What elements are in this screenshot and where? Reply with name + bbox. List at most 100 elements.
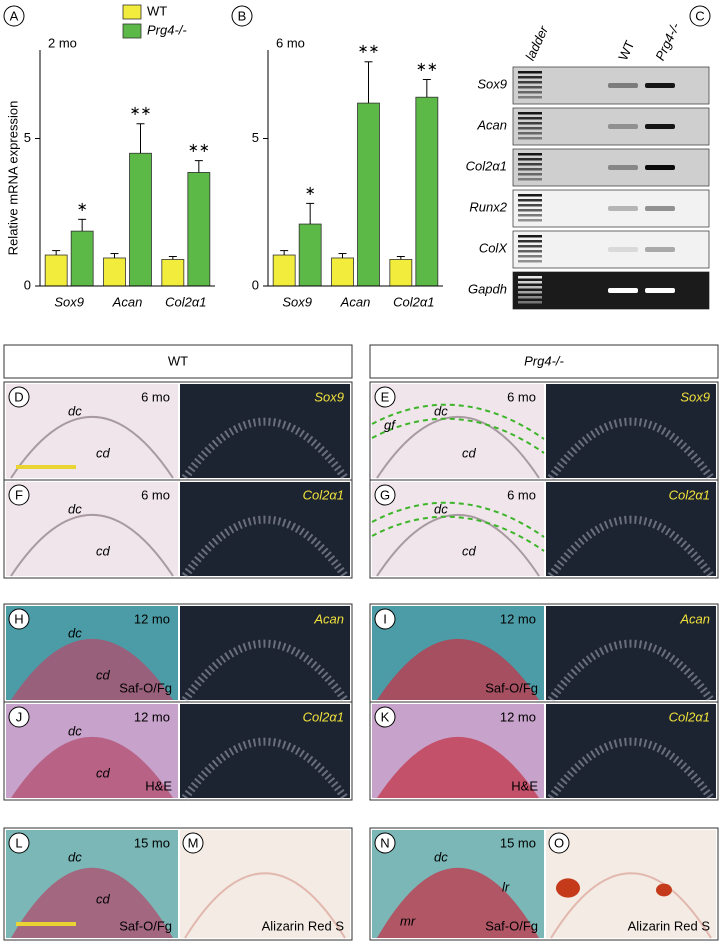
ladder-band — [518, 168, 542, 171]
gene-label: Col2α1 — [466, 158, 507, 173]
age-label: 12 mo — [134, 611, 170, 626]
age-label: 12 mo — [134, 709, 170, 724]
legend-label: WT — [147, 3, 167, 18]
tissue-arc — [377, 638, 539, 700]
ladder-band — [518, 255, 542, 258]
bar — [415, 96, 439, 287]
ladder-band — [518, 132, 542, 135]
ladder-band — [518, 209, 542, 212]
boundary-dashed — [371, 515, 545, 552]
scale-bar — [16, 922, 76, 926]
error-bar — [136, 123, 145, 154]
y-tick-label: 0 — [24, 277, 31, 292]
header-box — [369, 344, 719, 379]
stain-label: H&E — [145, 778, 172, 793]
region-label: dc — [68, 723, 82, 738]
error-bar — [338, 253, 347, 258]
age-label: 6 mo — [507, 389, 536, 404]
stain-label: Alizarin Red S — [262, 918, 345, 933]
region-label: dc — [434, 501, 448, 516]
x-tick-label: Acan — [340, 294, 371, 309]
tissue-arc — [377, 736, 539, 798]
ladder-band — [518, 127, 542, 130]
tissue-arc — [11, 638, 173, 700]
panel-frame — [369, 827, 719, 941]
panel-letter-circle — [8, 484, 30, 506]
probe-label: Sox9 — [680, 389, 710, 404]
ladder-band — [518, 214, 542, 217]
header-box — [3, 344, 353, 379]
gel-strip — [512, 66, 710, 105]
panel-letter-circle — [8, 386, 30, 408]
ladder-band — [518, 204, 542, 207]
panel-letter: M — [188, 835, 199, 850]
region-label: cd — [462, 445, 477, 460]
significance: ∗∗ — [416, 59, 438, 74]
y-tick-label: 0 — [252, 277, 259, 292]
bar — [331, 257, 354, 287]
error-bar — [194, 160, 203, 173]
ladder-band — [518, 71, 542, 74]
panel-letter: L — [15, 835, 22, 850]
bar — [129, 152, 152, 287]
probe-label: Col2α1 — [303, 487, 344, 502]
micrograph — [372, 482, 544, 576]
panel-frame — [369, 479, 719, 579]
boundary-dashed — [371, 417, 545, 454]
significance: ∗∗ — [358, 41, 380, 56]
panel-letter: E — [381, 389, 390, 404]
legend-swatch — [122, 4, 142, 20]
ladder-band — [518, 245, 542, 248]
mineral-deposit — [656, 883, 672, 897]
y-tick-label: 5 — [24, 130, 31, 145]
region-label: lr — [502, 879, 510, 894]
tissue-arc — [550, 872, 712, 939]
stain-label: Saf-O/Fg — [119, 680, 172, 695]
probe-label: Sox9 — [314, 389, 344, 404]
tissue-arc — [547, 737, 715, 801]
panel-letter-circle — [8, 608, 30, 630]
age-label: 6 mo — [141, 487, 170, 502]
bar — [298, 223, 322, 287]
ladder-band — [518, 173, 542, 176]
lane-label: WT — [615, 38, 637, 63]
band — [608, 247, 638, 252]
region-label: dc — [434, 403, 448, 418]
error-bar — [306, 202, 315, 225]
band — [645, 288, 675, 293]
y-axis-label: Relative mRNA expression — [5, 101, 20, 256]
region-label: cd — [462, 543, 477, 558]
region-label: dc — [68, 501, 82, 516]
panel-letter: N — [380, 835, 389, 850]
error-bar — [78, 218, 87, 232]
tissue-arc — [376, 513, 540, 577]
region-label: dc — [434, 849, 448, 864]
micrograph — [180, 704, 350, 798]
probe-label: Acan — [679, 611, 710, 626]
band — [608, 83, 638, 88]
panel-frame — [3, 827, 353, 941]
boundary-dashed — [371, 403, 545, 440]
tissue-arc — [547, 639, 715, 703]
ladder-band — [518, 81, 542, 84]
probe-label: Col2α1 — [669, 487, 710, 502]
subtitle: 6 mo — [276, 35, 305, 50]
ladder-band — [518, 112, 542, 115]
region-label: dc — [68, 403, 82, 418]
panel-letter-circle — [374, 706, 396, 728]
stain-label: Alizarin Red S — [628, 918, 711, 933]
micrograph — [180, 830, 350, 938]
tissue-arc — [376, 415, 540, 479]
gel-strip — [512, 189, 710, 228]
ladder-band — [518, 199, 542, 202]
lane-label: ladder — [522, 23, 551, 63]
ladder-band — [518, 194, 542, 197]
panel-letter: F — [15, 487, 23, 502]
ladder-band — [518, 158, 542, 161]
micrograph — [546, 384, 716, 478]
ladder-band — [518, 281, 542, 284]
tissue-arc — [184, 872, 346, 939]
age-label: 15 mo — [134, 835, 170, 850]
y-tick-label: 5 — [252, 130, 259, 145]
x-tick-label: Col2α1 — [393, 294, 434, 309]
